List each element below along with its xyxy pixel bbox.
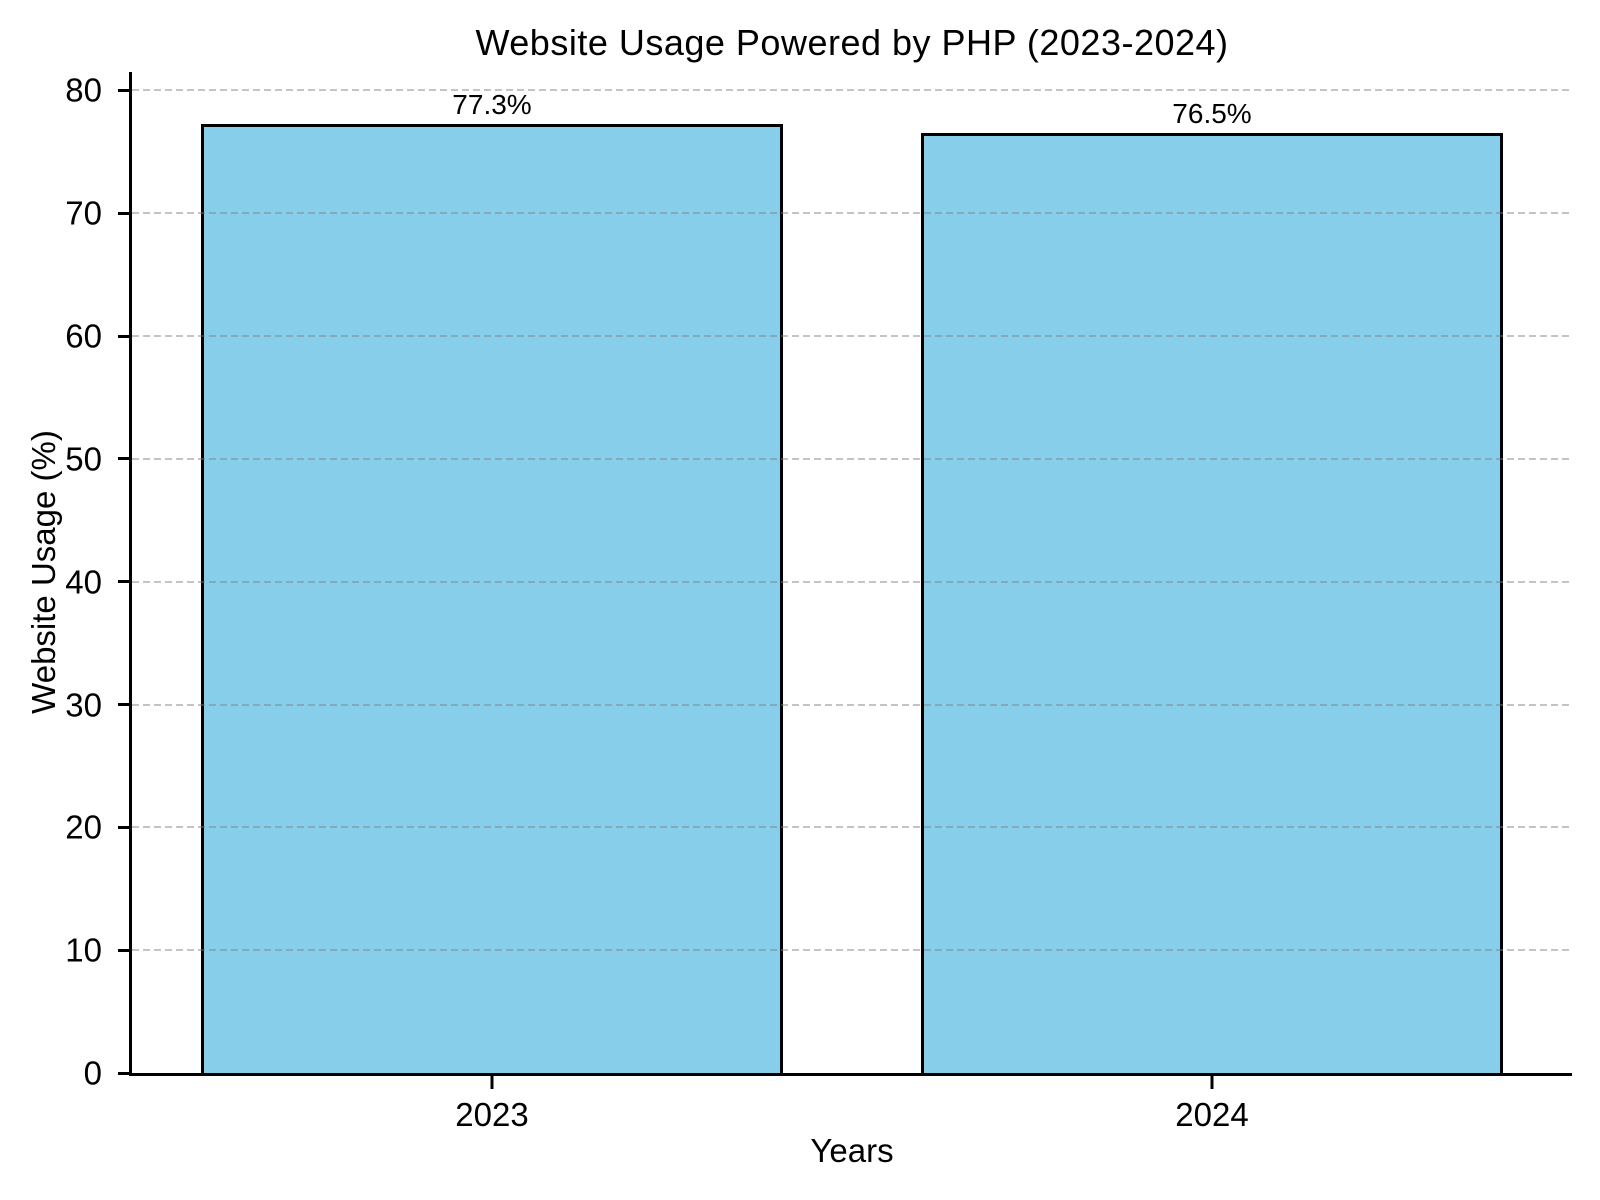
- x-axis-tick-mark-2024: [1210, 1076, 1214, 1089]
- y-axis-tick-label-40: 40: [65, 563, 102, 601]
- bar-2023: [201, 123, 783, 1073]
- y-axis-tick-mark-30: [118, 703, 132, 707]
- y-axis-tick-mark-50: [118, 457, 132, 461]
- x-axis-tick-mark-2023: [490, 1076, 494, 1089]
- y-axis-tick-label-20: 20: [65, 808, 102, 846]
- y-axis-tick-mark-20: [118, 825, 132, 829]
- y-axis-tick-mark-40: [118, 580, 132, 584]
- y-axis-tick-mark-80: [118, 88, 132, 92]
- y-axis-title: Website Usage (%): [25, 430, 62, 714]
- y-axis-tick-label-60: 60: [65, 317, 102, 355]
- y-axis-tick-label-0: 0: [83, 1054, 102, 1092]
- y-axis-tick-label-80: 80: [65, 71, 102, 109]
- plot-area: 77.3% 2023 76.5% 2024 0 10 20 30 40 50 60 70 80: [65, 72, 1572, 1133]
- y-axis-tick-mark-10: [118, 948, 132, 952]
- y-axis-tick-mark-60: [118, 334, 132, 338]
- y-axis-tick-mark-70: [118, 211, 132, 215]
- y-axis-tick-label-30: 30: [65, 686, 102, 724]
- x-axis-tick-label-2024: 2024: [1175, 1096, 1249, 1133]
- x-axis-title: Years: [810, 1132, 894, 1169]
- x-axis-tick-label-2023: 2023: [455, 1096, 529, 1133]
- y-axis-tick-label-70: 70: [65, 194, 102, 232]
- bar-value-label-2024: 76.5%: [1172, 98, 1252, 130]
- gridline-80: [132, 89, 1572, 92]
- y-axis-tick-mark-0: [118, 1071, 132, 1075]
- chart-title: Website Usage Powered by PHP (2023-2024): [475, 22, 1229, 63]
- y-axis-tick-label-10: 10: [65, 931, 102, 969]
- bar-value-label-2023: 77.3%: [452, 88, 532, 120]
- bar-2024: [921, 133, 1503, 1073]
- y-axis-tick-label-50: 50: [65, 440, 102, 478]
